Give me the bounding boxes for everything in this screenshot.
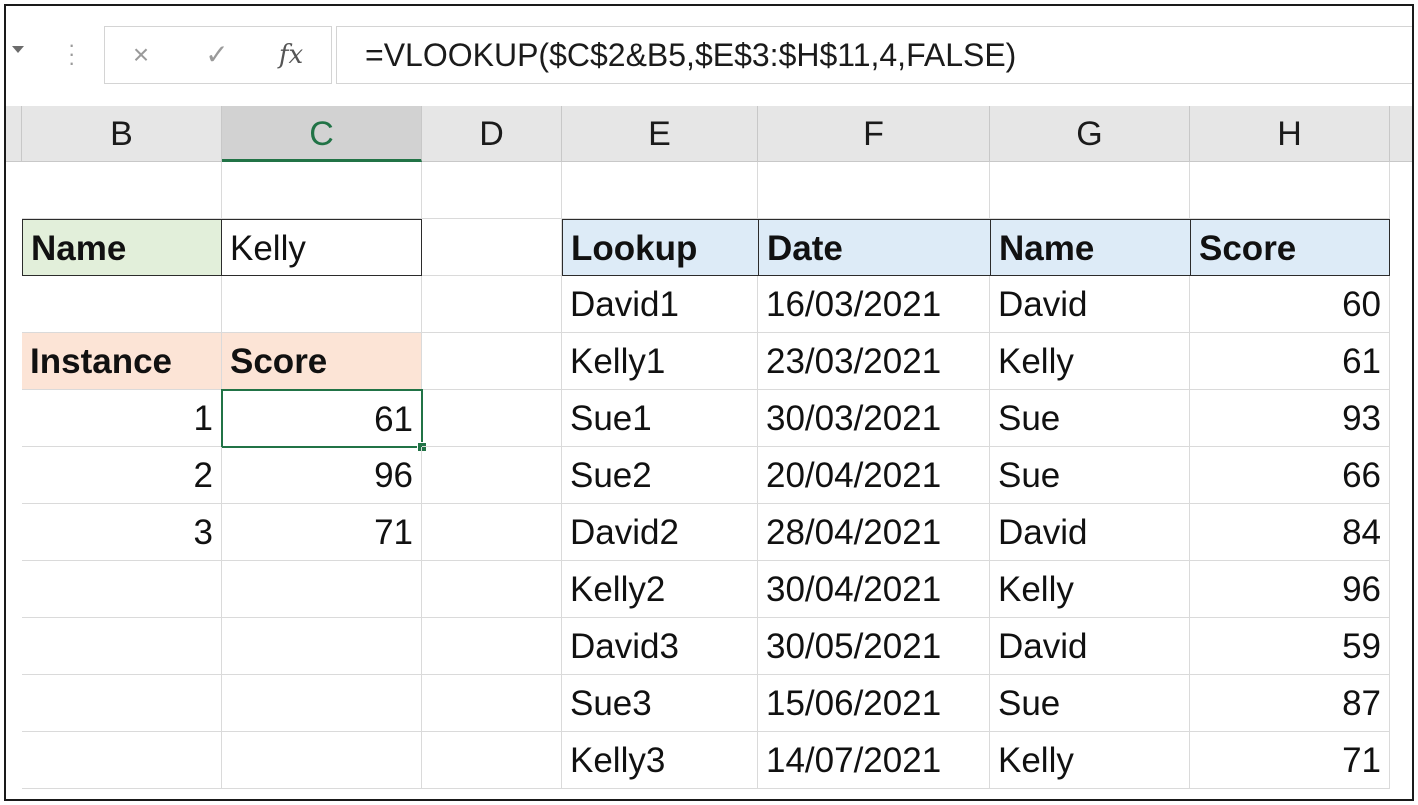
cell[interactable] <box>222 162 422 219</box>
table-row-name[interactable]: Kelly <box>990 732 1190 789</box>
insert-function-icon[interactable]: fx <box>278 40 304 70</box>
column-header-a-edge[interactable] <box>6 106 22 162</box>
table-row-score[interactable]: 71 <box>1190 732 1390 789</box>
column-header-e[interactable]: E <box>562 106 758 162</box>
cell[interactable] <box>422 219 562 276</box>
column-header-c[interactable]: C <box>222 106 422 162</box>
instance-cell[interactable]: 3 <box>22 504 222 561</box>
header-date[interactable]: Date <box>758 219 991 276</box>
cell[interactable] <box>22 162 222 219</box>
cell[interactable] <box>222 675 422 732</box>
table-row-name[interactable]: Kelly <box>990 333 1190 390</box>
table-row-name[interactable]: Sue <box>990 675 1190 732</box>
fill-handle[interactable] <box>417 442 427 452</box>
column-header-f[interactable]: F <box>758 106 990 162</box>
cell[interactable] <box>422 390 562 447</box>
score-cell[interactable]: 96 <box>222 447 422 504</box>
table-row-score[interactable]: 93 <box>1190 390 1390 447</box>
cell[interactable] <box>22 276 222 333</box>
table-row-score[interactable]: 84 <box>1190 504 1390 561</box>
worksheet-grid: Name Kelly Lookup Date Name Score David1… <box>6 162 1412 799</box>
cell[interactable] <box>1190 162 1390 219</box>
table-row-lookup[interactable]: Sue1 <box>562 390 758 447</box>
score-cell[interactable]: 71 <box>222 504 422 561</box>
cell[interactable] <box>222 276 422 333</box>
enter-icon[interactable]: ✓ <box>205 39 229 70</box>
table-row-lookup[interactable]: David1 <box>562 276 758 333</box>
formula-bar-grip-icon[interactable]: · · · <box>68 32 76 75</box>
table-row-date[interactable]: 30/05/2021 <box>758 618 990 675</box>
formula-bar: · · · × ✓ fx =VLOOKUP($C$2&B5,$E$3:$H$11,4… <box>6 6 1412 106</box>
table-row-name[interactable]: David <box>990 276 1190 333</box>
column-header-i-edge[interactable] <box>1390 106 1412 162</box>
cell[interactable] <box>422 504 562 561</box>
cancel-icon[interactable]: × <box>132 39 150 70</box>
table-row-name[interactable]: Sue <box>990 447 1190 504</box>
cell[interactable] <box>758 162 990 219</box>
cell[interactable] <box>422 162 562 219</box>
table-row-lookup[interactable]: David3 <box>562 618 758 675</box>
table-row-date[interactable]: 30/04/2021 <box>758 561 990 618</box>
table-row-date[interactable]: 16/03/2021 <box>758 276 990 333</box>
cell[interactable] <box>422 675 562 732</box>
table-row-score[interactable]: 61 <box>1190 333 1390 390</box>
table-row-date[interactable]: 30/03/2021 <box>758 390 990 447</box>
table-row-name[interactable]: Kelly <box>990 561 1190 618</box>
table-row-lookup[interactable]: Kelly3 <box>562 732 758 789</box>
table-row-date[interactable]: 23/03/2021 <box>758 333 990 390</box>
table-row-score[interactable]: 60 <box>1190 276 1390 333</box>
name-box-dropdown-icon[interactable] <box>12 46 24 53</box>
table-row-date[interactable]: 28/04/2021 <box>758 504 990 561</box>
table-row-name[interactable]: David <box>990 618 1190 675</box>
cell[interactable] <box>422 447 562 504</box>
header-name[interactable]: Name <box>990 219 1191 276</box>
active-score-cell[interactable]: 61 <box>221 389 423 448</box>
table-row-lookup[interactable]: David2 <box>562 504 758 561</box>
table-row-lookup[interactable]: Kelly2 <box>562 561 758 618</box>
cell[interactable] <box>222 561 422 618</box>
table-row-date[interactable]: 15/06/2021 <box>758 675 990 732</box>
table-row-name[interactable]: David <box>990 504 1190 561</box>
table-row-lookup[interactable]: Sue2 <box>562 447 758 504</box>
table-row-date[interactable]: 20/04/2021 <box>758 447 990 504</box>
cell[interactable] <box>422 276 562 333</box>
score-header-cell[interactable]: Score <box>222 333 422 390</box>
cell[interactable] <box>22 618 222 675</box>
table-row-lookup[interactable]: Sue3 <box>562 675 758 732</box>
cell[interactable] <box>22 732 222 789</box>
cell[interactable] <box>422 618 562 675</box>
table-row-score[interactable]: 66 <box>1190 447 1390 504</box>
table-row-score[interactable]: 59 <box>1190 618 1390 675</box>
cell[interactable] <box>222 732 422 789</box>
table-row-name[interactable]: Sue <box>990 390 1190 447</box>
column-header-h[interactable]: H <box>1190 106 1390 162</box>
cell[interactable] <box>222 618 422 675</box>
cell[interactable] <box>422 561 562 618</box>
column-header-b[interactable]: B <box>22 106 222 162</box>
formula-buttons: × ✓ fx <box>104 26 332 84</box>
cell[interactable] <box>562 162 758 219</box>
formula-text: =VLOOKUP($C$2&B5,$E$3:$H$11,4,FALSE) <box>365 37 1017 73</box>
cell[interactable] <box>422 333 562 390</box>
instance-header-cell[interactable]: Instance <box>22 333 222 390</box>
cell[interactable] <box>22 561 222 618</box>
table-row-score[interactable]: 96 <box>1190 561 1390 618</box>
table-row-score[interactable]: 87 <box>1190 675 1390 732</box>
cell[interactable] <box>422 732 562 789</box>
header-lookup[interactable]: Lookup <box>562 219 759 276</box>
table-row-date[interactable]: 14/07/2021 <box>758 732 990 789</box>
formula-input[interactable]: =VLOOKUP($C$2&B5,$E$3:$H$11,4,FALSE) <box>336 26 1412 84</box>
column-header-g[interactable]: G <box>990 106 1190 162</box>
column-header-d[interactable]: D <box>422 106 562 162</box>
instance-cell[interactable]: 1 <box>22 390 222 447</box>
excel-window: · · · × ✓ fx =VLOOKUP($C$2&B5,$E$3:$H$11,4… <box>4 4 1414 801</box>
cell[interactable] <box>990 162 1190 219</box>
name-value-cell[interactable]: Kelly <box>221 219 422 276</box>
header-score[interactable]: Score <box>1190 219 1390 276</box>
name-label-cell[interactable]: Name <box>22 219 222 276</box>
table-row-lookup[interactable]: Kelly1 <box>562 333 758 390</box>
cell[interactable] <box>22 675 222 732</box>
instance-cell[interactable]: 2 <box>22 447 222 504</box>
